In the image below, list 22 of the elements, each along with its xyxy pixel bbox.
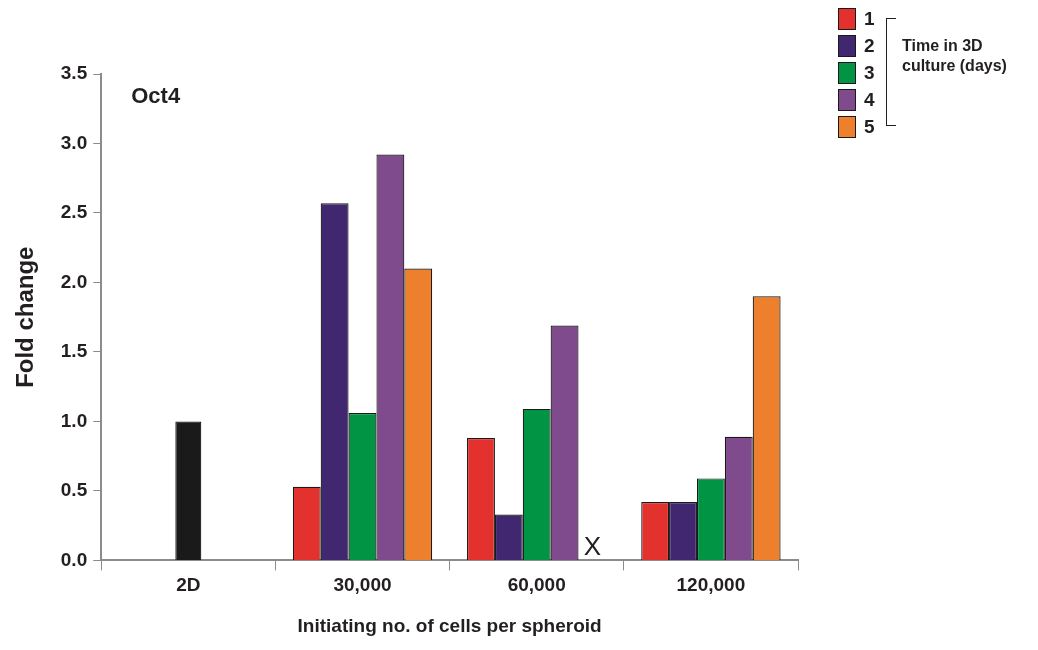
chart-title: Oct4	[131, 83, 181, 109]
y-tick-label: 2.0	[60, 270, 88, 292]
y-tick-label: 3.5	[60, 62, 88, 84]
y-axis-title: Fold change	[11, 246, 39, 388]
y-tick-label: 1.5	[60, 340, 88, 362]
x-tick-label: 30,000	[333, 574, 392, 596]
x-tick-label: 120,000	[676, 574, 746, 596]
x-axis-title: Initiating no. of cells per spheroid	[297, 614, 602, 636]
y-tick-label: 2.5	[60, 201, 88, 223]
legend-label: 4	[864, 89, 875, 111]
legend-label: 1	[864, 8, 875, 30]
legend-label: 5	[864, 116, 875, 138]
legend-title: Time in 3D culture (days)	[902, 36, 1008, 76]
x-tick-label: 2D	[176, 574, 201, 596]
legend-label: 2	[864, 35, 875, 57]
x-tick-label: 60,000	[507, 574, 566, 596]
legend-label: 3	[864, 62, 875, 84]
y-tick-label: 0.0	[60, 548, 88, 570]
annotation: X	[583, 530, 602, 561]
y-tick-label: 1.0	[60, 409, 88, 431]
y-tick-label: 0.5	[60, 479, 88, 501]
y-tick-label: 3.0	[60, 131, 88, 153]
